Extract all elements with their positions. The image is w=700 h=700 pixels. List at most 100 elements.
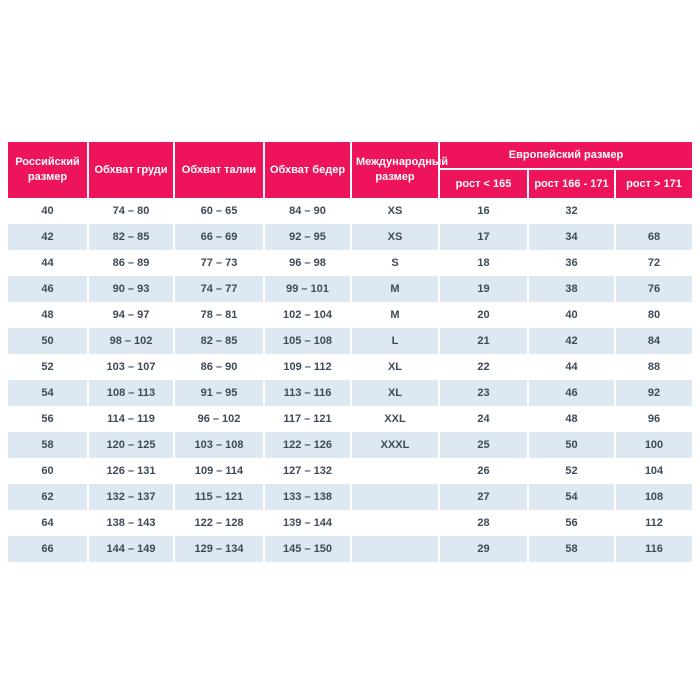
table-cell: 112 [614, 510, 692, 536]
table-cell: 103 – 108 [173, 432, 263, 458]
table-row: 62 132 – 137 115 – 121 133 – 138 27 54 108 [8, 484, 692, 510]
table-cell: 105 – 108 [263, 328, 350, 354]
table-cell: 84 – 90 [263, 198, 350, 224]
table-cell: 17 [438, 224, 527, 250]
table-cell: 24 [438, 406, 527, 432]
table-cell: 72 [614, 250, 692, 276]
table-cell: 108 [614, 484, 692, 510]
column-subheader-height-over-171: рост > 171 [614, 170, 692, 198]
table-cell: 78 – 81 [173, 302, 263, 328]
column-subheader-height-166-171: рост 166 - 171 [527, 170, 614, 198]
table-cell: 103 – 107 [87, 354, 173, 380]
table-cell: 52 [527, 458, 614, 484]
table-cell: 46 [8, 276, 87, 302]
table-row: 58 120 – 125 103 – 108 122 – 126 XXXL 25 50 100 [8, 432, 692, 458]
table-cell: 98 – 102 [87, 328, 173, 354]
table-cell: 50 [527, 432, 614, 458]
table-row: 64 138 – 143 122 – 128 139 – 144 28 56 112 [8, 510, 692, 536]
table-row: 44 86 – 89 77 – 73 96 – 98 S 18 36 72 [8, 250, 692, 276]
table-cell: 77 – 73 [173, 250, 263, 276]
column-header-international-size: Международный размер [350, 142, 448, 198]
table-row: 66 144 – 149 129 – 134 145 – 150 29 58 116 [8, 536, 692, 562]
table-cell: XXL [350, 406, 438, 432]
table-cell: 74 – 80 [87, 198, 173, 224]
table-cell: 66 – 69 [173, 224, 263, 250]
table-cell: 91 – 95 [173, 380, 263, 406]
table-row: 52 103 – 107 86 – 90 109 – 112 XL 22 44 88 [8, 354, 692, 380]
table-cell: 32 [527, 198, 614, 224]
table-cell: 54 [8, 380, 87, 406]
table-cell: 120 – 125 [87, 432, 173, 458]
table-cell: 127 – 132 [263, 458, 350, 484]
table-row: 40 74 – 80 60 – 65 84 – 90 XS 16 32 [8, 198, 692, 224]
table-cell: 100 [614, 432, 692, 458]
table-cell: 138 – 143 [87, 510, 173, 536]
table-cell: 46 [527, 380, 614, 406]
column-header-russian-size: Российский размер [8, 142, 87, 198]
table-cell [350, 536, 438, 562]
table-cell: 139 – 144 [263, 510, 350, 536]
table-cell: 52 [8, 354, 87, 380]
table-cell: 102 – 104 [263, 302, 350, 328]
table-cell: 19 [438, 276, 527, 302]
table-cell: 145 – 150 [263, 536, 350, 562]
table-cell: 29 [438, 536, 527, 562]
table-cell: 40 [8, 198, 87, 224]
table-cell: 115 – 121 [173, 484, 263, 510]
table-cell: 25 [438, 432, 527, 458]
table-cell: 90 – 93 [87, 276, 173, 302]
table-cell: 16 [438, 198, 527, 224]
table-cell: 74 – 77 [173, 276, 263, 302]
table-cell: 48 [8, 302, 87, 328]
table-cell: 42 [8, 224, 87, 250]
table-cell: 56 [8, 406, 87, 432]
table-cell: 20 [438, 302, 527, 328]
table-cell: 122 – 128 [173, 510, 263, 536]
table-cell [350, 510, 438, 536]
table-cell: 144 – 149 [87, 536, 173, 562]
table-cell: 18 [438, 250, 527, 276]
table-cell: 114 – 119 [87, 406, 173, 432]
column-group-header-european-size: Европейский размер [438, 142, 692, 170]
table-cell: 21 [438, 328, 527, 354]
size-chart-table: Российский размер Обхват груди Обхват та… [8, 142, 692, 562]
table-cell: 48 [527, 406, 614, 432]
table-cell: XS [350, 224, 438, 250]
table-cell: 36 [527, 250, 614, 276]
table-cell: M [350, 302, 438, 328]
table-row: 46 90 – 93 74 – 77 99 – 101 M 19 38 76 [8, 276, 692, 302]
table-row: 48 94 – 97 78 – 81 102 – 104 M 20 40 80 [8, 302, 692, 328]
table-cell: 23 [438, 380, 527, 406]
table-cell: 40 [527, 302, 614, 328]
table-cell: 82 – 85 [173, 328, 263, 354]
table-cell: 96 – 102 [173, 406, 263, 432]
table-cell: 113 – 116 [263, 380, 350, 406]
table-cell: 60 – 65 [173, 198, 263, 224]
column-subheader-height-under-165: рост < 165 [438, 170, 527, 198]
table-cell: M [350, 276, 438, 302]
table-cell: 68 [614, 224, 692, 250]
table-cell: 34 [527, 224, 614, 250]
table-cell: 92 – 95 [263, 224, 350, 250]
table-cell: S [350, 250, 438, 276]
table-cell: 56 [527, 510, 614, 536]
table-cell: 54 [527, 484, 614, 510]
table-row: 56 114 – 119 96 – 102 117 – 121 XXL 24 48 96 [8, 406, 692, 432]
table-cell: 26 [438, 458, 527, 484]
table-cell: 22 [438, 354, 527, 380]
table-cell: 99 – 101 [263, 276, 350, 302]
table-cell: 88 [614, 354, 692, 380]
table-cell: 96 – 98 [263, 250, 350, 276]
table-cell: 50 [8, 328, 87, 354]
table-cell: 133 – 138 [263, 484, 350, 510]
table-cell: XL [350, 354, 438, 380]
table-cell: 42 [527, 328, 614, 354]
table-cell: 44 [527, 354, 614, 380]
table-cell: 58 [527, 536, 614, 562]
table-cell: 44 [8, 250, 87, 276]
table-cell: 86 – 90 [173, 354, 263, 380]
table-cell: 104 [614, 458, 692, 484]
table-cell: 86 – 89 [87, 250, 173, 276]
table-cell: 108 – 113 [87, 380, 173, 406]
